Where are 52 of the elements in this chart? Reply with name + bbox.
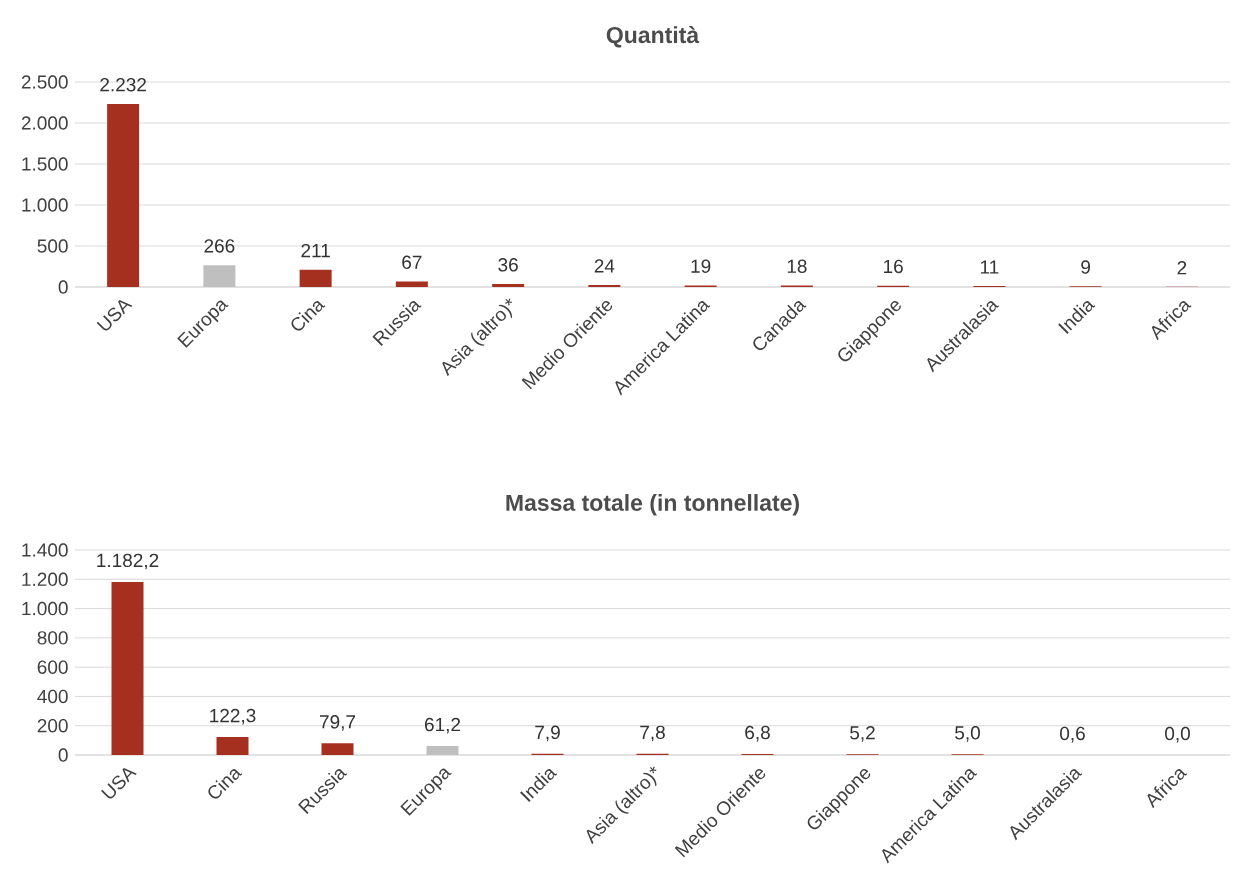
y-tick-label: 1.400 [22,543,68,557]
y-tick-label: 800 [37,631,68,645]
chart-title: Massa totale (in tonnellate) [506,494,799,516]
data-label: 6,8 [745,725,770,742]
data-label: 11 [980,260,999,274]
bar [107,103,140,287]
data-label: 36 [498,258,518,272]
y-tick-label: 1.200 [22,572,68,587]
data-label: 211 [301,243,330,258]
data-label: 5,0 [955,726,980,742]
bar [216,737,249,756]
chart-title: Quantità [606,26,700,48]
data-label: 16 [884,259,903,274]
data-label: 24 [594,259,615,273]
data-label: 19 [691,259,711,273]
data-label: 5,2 [850,726,875,742]
data-label: 7,8 [640,725,665,742]
data-label: 122,3 [210,708,256,725]
data-label: 0,0 [1165,726,1190,743]
data-label: 67 [402,255,422,269]
data-label: 61,2 [424,717,461,734]
y-tick-label: 0 [58,280,68,294]
y-tick-label: 0 [58,748,68,762]
y-tick-label: 2.500 [21,75,68,89]
x-tick-label: USA [96,300,133,331]
data-label: 18 [787,259,807,273]
y-tick-label: 1.500 [22,157,68,171]
x-tick-label: Cina [291,301,326,331]
y-tick-label: 200 [37,719,68,733]
y-tick-label: 500 [37,239,68,253]
data-label: 266 [204,239,235,253]
x-tick-label: USA [101,768,137,799]
y-tick-label: 2.000 [21,116,68,130]
bar [299,269,332,287]
y-tick-label: 1.000 [22,601,68,616]
data-label: 0,6 [1060,726,1085,743]
bar [426,746,459,756]
y-tick-label: 400 [37,689,68,704]
data-label: 2.232 [100,77,146,92]
y-tick-label: 1.000 [22,198,68,212]
bar [203,265,236,287]
bar [492,284,525,287]
data-label: 7,9 [535,725,560,742]
data-label: 1.182,2 [97,553,159,570]
y-tick-label: 600 [37,660,68,674]
bar [321,743,354,756]
bar [395,281,428,287]
bar [111,581,144,756]
x-tick-label: Cina [208,769,243,799]
data-label: 9 [1081,260,1091,274]
data-label: 2 [1177,261,1187,275]
data-label: 79,7 [319,715,356,731]
